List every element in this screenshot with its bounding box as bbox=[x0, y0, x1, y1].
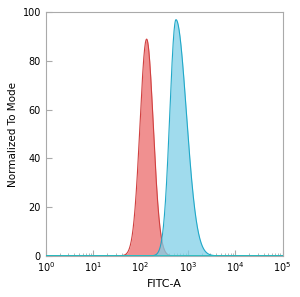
Y-axis label: Normalized To Mode: Normalized To Mode bbox=[8, 82, 18, 187]
X-axis label: FITC-A: FITC-A bbox=[147, 279, 182, 289]
